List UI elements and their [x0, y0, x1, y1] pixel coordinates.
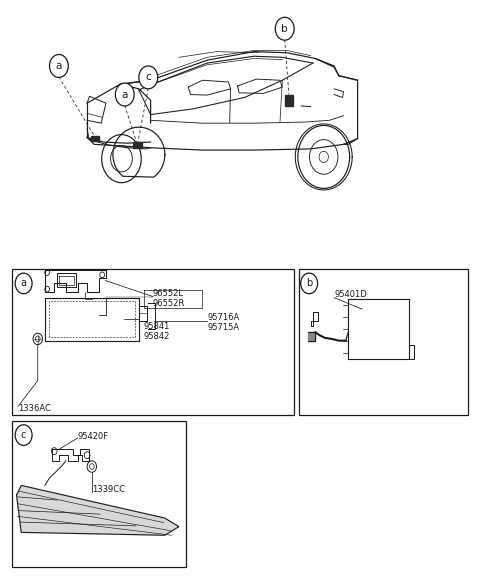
Polygon shape: [133, 142, 142, 148]
Text: c: c: [145, 72, 151, 82]
Polygon shape: [308, 332, 315, 340]
Text: a: a: [121, 89, 128, 99]
Text: 96552R: 96552R: [153, 299, 185, 308]
Polygon shape: [16, 485, 179, 535]
Circle shape: [33, 333, 42, 345]
Polygon shape: [285, 95, 293, 106]
Text: 95715A: 95715A: [207, 323, 239, 332]
Circle shape: [15, 425, 32, 446]
Text: b: b: [281, 24, 288, 34]
Circle shape: [49, 54, 68, 78]
Text: b: b: [306, 279, 312, 288]
Text: 1339CC: 1339CC: [92, 485, 125, 494]
Text: 1336AC: 1336AC: [18, 404, 51, 413]
Text: 95401D: 95401D: [334, 290, 367, 300]
Text: c: c: [21, 430, 26, 440]
Text: 95842: 95842: [144, 332, 170, 341]
Circle shape: [275, 18, 294, 40]
Text: a: a: [56, 61, 62, 71]
Text: 95420F: 95420F: [78, 432, 109, 441]
Text: 95716A: 95716A: [207, 312, 240, 322]
Circle shape: [87, 461, 96, 472]
Text: 95841: 95841: [144, 322, 170, 331]
Bar: [299, 269, 468, 415]
Text: 96552L: 96552L: [153, 288, 184, 298]
Circle shape: [139, 66, 157, 89]
Circle shape: [15, 273, 32, 294]
Text: a: a: [21, 279, 26, 288]
Bar: [12, 420, 186, 566]
Polygon shape: [91, 135, 99, 141]
Bar: [12, 269, 294, 415]
Circle shape: [115, 83, 134, 106]
Circle shape: [300, 273, 318, 294]
